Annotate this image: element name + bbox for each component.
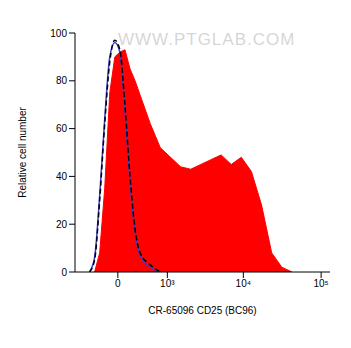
svg-text:10⁵: 10⁵ [313,278,328,289]
svg-text:CR-65096 CD25 (BC96): CR-65096 CD25 (BC96) [148,305,256,316]
svg-text:0: 0 [61,267,67,278]
svg-text:60: 60 [56,123,68,134]
svg-text:40: 40 [56,171,68,182]
svg-text:20: 20 [56,219,68,230]
svg-text:100: 100 [50,28,67,39]
html-text:WWW.PTGLAB.COM: WWW.PTGLAB.COM [118,30,296,49]
svg-text:10⁴: 10⁴ [236,278,251,289]
svg-text:0: 0 [115,278,121,289]
svg-text:10³: 10³ [160,278,175,289]
svg-text:Relative cell number: Relative cell number [17,107,28,198]
svg-text:80: 80 [56,75,68,86]
